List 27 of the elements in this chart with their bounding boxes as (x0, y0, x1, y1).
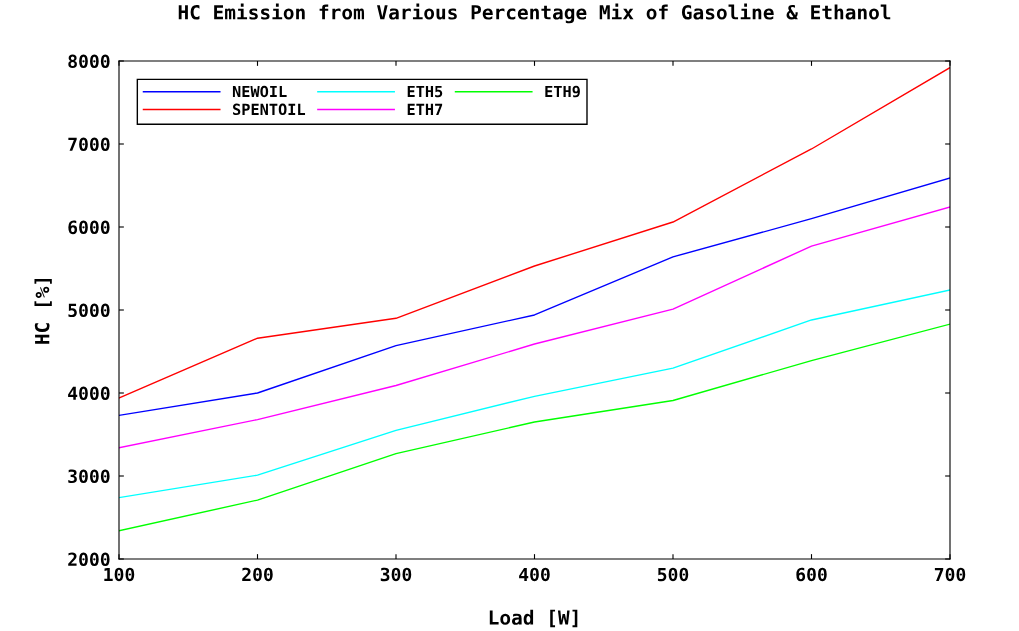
y-tick-label: 7000 (68, 137, 110, 152)
y-axis-title: HC [%] (34, 278, 52, 344)
x-tick-label: 600 (796, 567, 827, 582)
line-series (119, 177, 950, 417)
x-tick-label: 100 (104, 567, 135, 582)
legend-label: NEWOIL (232, 85, 287, 98)
y-tick-label: 5000 (68, 303, 110, 318)
y-tick-label: 6000 (68, 220, 110, 235)
x-tick-label: 500 (657, 567, 689, 582)
line-series (119, 206, 950, 449)
x-tick-label: 200 (242, 567, 273, 582)
legend-label: ETH5 (407, 85, 443, 98)
chart-title: HC Emission from Various Percentage Mix of Gasoline & Ethanol (178, 3, 891, 24)
y-tick-label: 8000 (68, 54, 110, 69)
line-series (119, 323, 950, 532)
y-tick-label: 2000 (68, 552, 110, 567)
y-tick-label: 4000 (68, 386, 110, 401)
line-series (119, 289, 950, 499)
legend-label: SPENTOIL (233, 103, 306, 116)
x-axis-title: Load [W] (489, 609, 578, 628)
x-tick-label: 400 (519, 567, 550, 582)
legend-label: ETH7 (407, 103, 443, 115)
legend-label: ETH9 (545, 85, 580, 98)
y-tick-label: 3000 (68, 469, 110, 484)
x-tick-label: 700 (934, 567, 966, 582)
x-tick-label: 300 (380, 567, 412, 582)
line-series (119, 66, 950, 399)
